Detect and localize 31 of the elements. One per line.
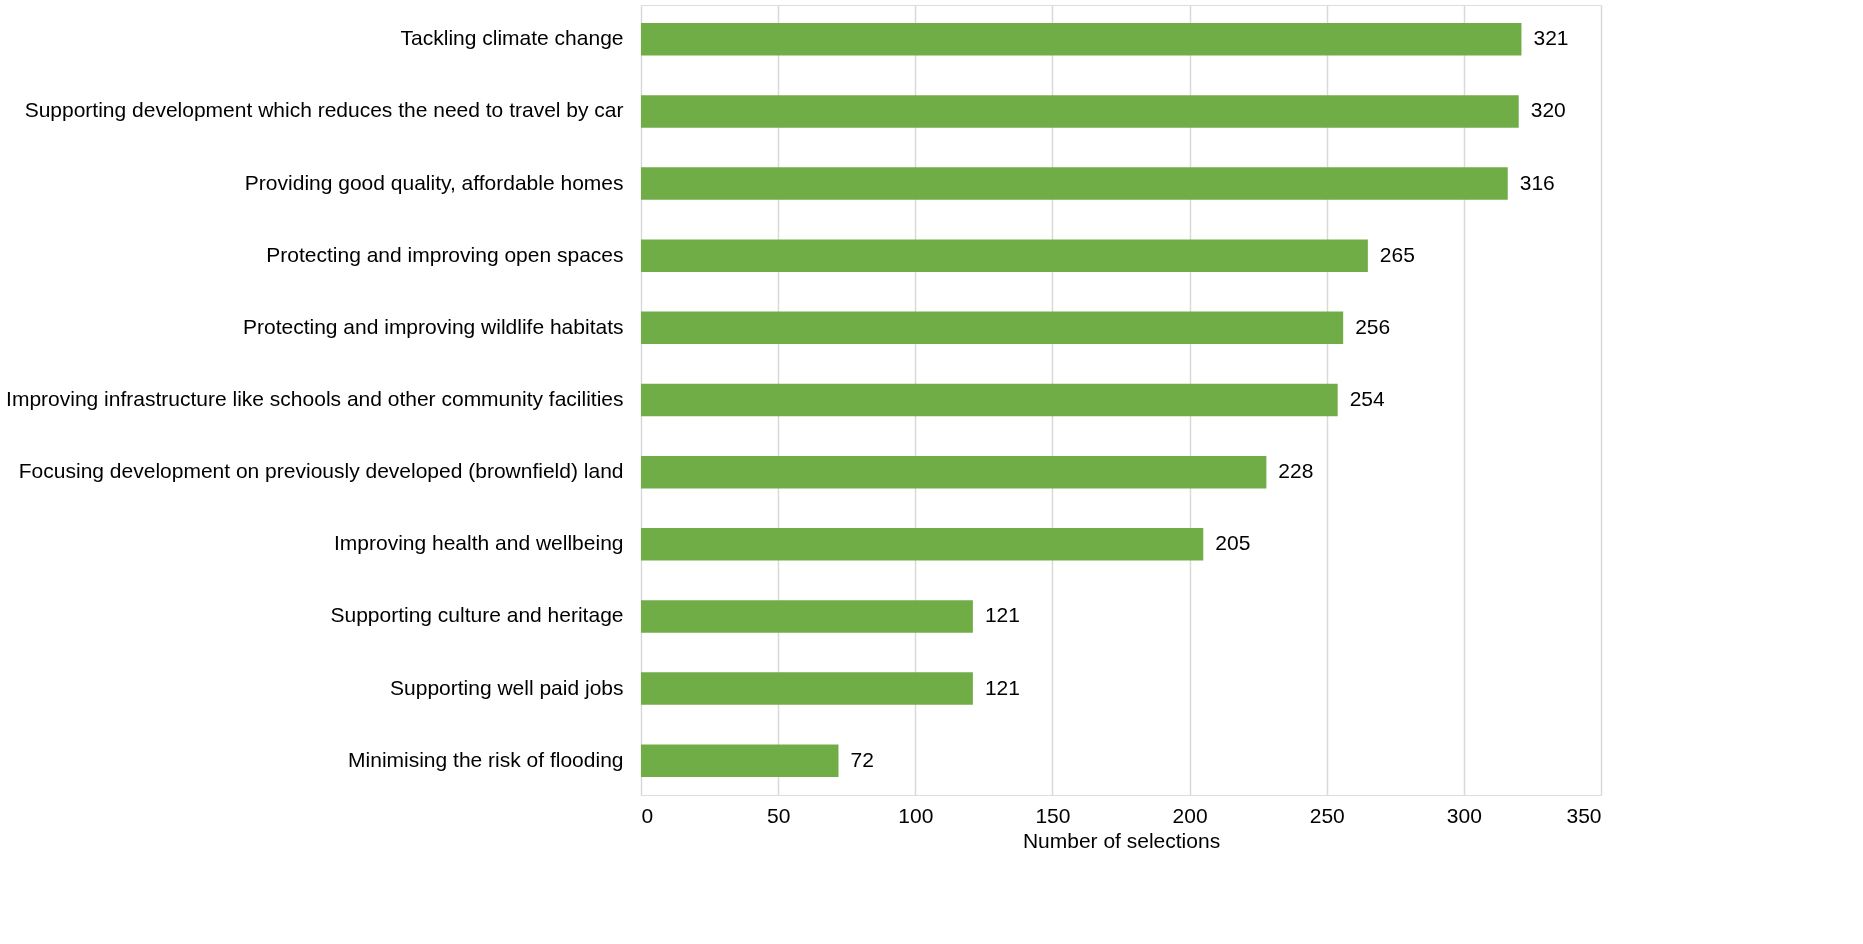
x-tick-label: 350: [1566, 803, 1602, 827]
data-label: 121: [984, 603, 1020, 627]
x-tick-label: 100: [898, 803, 934, 827]
y-tick-label: Supporting development which reduces the need to travel by car: [24, 98, 624, 122]
data-label: 256: [1355, 314, 1391, 338]
x-axis-title: Number of selections: [1022, 828, 1221, 852]
data-label: 72: [850, 747, 874, 771]
data-label: 321: [1533, 26, 1569, 50]
y-tick-label: Supporting culture and heritage: [330, 603, 624, 627]
y-tick-label: Supporting well paid jobs: [390, 675, 624, 699]
y-tick-label: Protecting and improving wildlife habitats: [242, 314, 624, 338]
x-tick-label: 200: [1172, 803, 1208, 827]
x-tick-label: 0: [641, 803, 654, 827]
data-label: 320: [1530, 98, 1566, 122]
x-tick-label: 50: [766, 803, 791, 827]
y-tick-label: Protecting and improving open spaces: [266, 242, 624, 266]
data-label: 205: [1215, 531, 1251, 555]
y-tick-label: Improving infrastructure like schools and other community facilities: [6, 387, 624, 410]
data-label: 316: [1519, 170, 1555, 194]
y-tick-label: Tackling climate change: [400, 26, 624, 50]
data-label: 265: [1379, 242, 1415, 266]
data-label: 254: [1349, 387, 1386, 410]
y-tick-label: Focusing development on previously developed (brownfield) land: [18, 459, 624, 483]
x-tick-label: 150: [1035, 803, 1071, 827]
x-tick-label: 300: [1446, 803, 1482, 827]
y-tick-label: Improving health and wellbeing: [333, 531, 624, 555]
y-tick-label: Minimising the risk of flooding: [348, 747, 624, 771]
x-tick-label: 250: [1309, 803, 1345, 827]
data-label: 121: [984, 675, 1020, 699]
data-label: 228: [1278, 459, 1314, 483]
y-tick-label: Providing good quality, affordable homes: [244, 170, 624, 194]
